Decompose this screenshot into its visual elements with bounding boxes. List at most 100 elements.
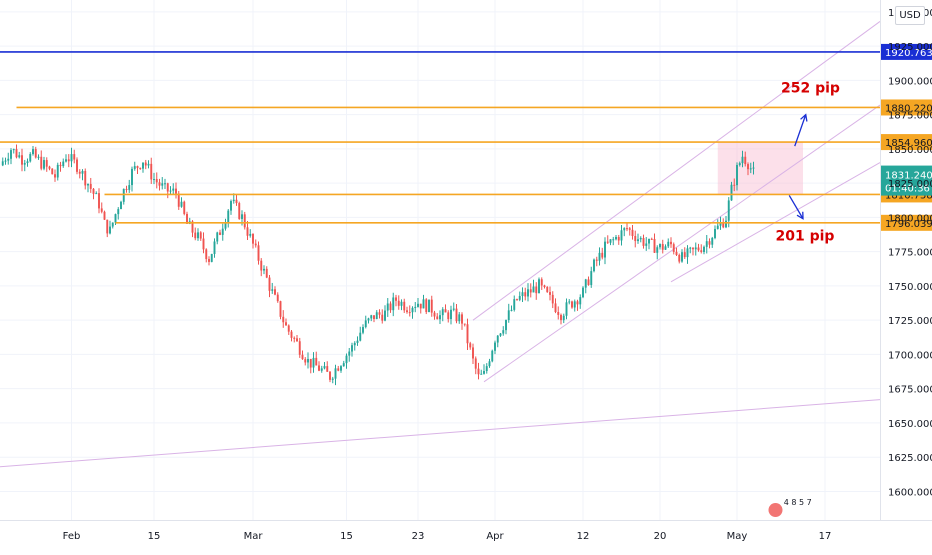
candle-body <box>164 183 166 185</box>
candle-body <box>474 358 477 369</box>
level-1796-label: 1796.039 <box>885 219 932 230</box>
candle-body <box>738 163 741 165</box>
candle-body <box>158 182 161 186</box>
candle-body <box>705 241 708 247</box>
y-tick-label: 1925.000 <box>888 42 932 53</box>
candle-body <box>370 315 373 319</box>
watermark-coin-icon <box>768 503 783 517</box>
x-tick-label: 20 <box>654 531 667 542</box>
candle-body <box>634 235 637 242</box>
candle-body <box>502 330 505 334</box>
target-down: 201 pip <box>776 229 835 245</box>
y-tick-label: 1700.000 <box>888 350 932 361</box>
candle-body <box>458 314 461 322</box>
candle-body <box>199 232 202 239</box>
candle-body <box>219 232 221 235</box>
candle-body <box>554 303 557 313</box>
candle-body <box>598 252 601 261</box>
candle-body <box>290 331 293 338</box>
level-1854-label: 1854.960 <box>885 138 932 149</box>
candle-body <box>494 342 496 351</box>
candle-body <box>524 292 527 297</box>
candle-body <box>95 193 98 195</box>
candle-body <box>342 363 345 367</box>
candle-body <box>466 324 469 344</box>
candle-body <box>483 371 485 374</box>
candle-body <box>147 163 150 166</box>
candle-body <box>100 208 103 212</box>
candle-body <box>584 279 587 288</box>
candle-body <box>114 214 117 223</box>
candle-body <box>700 250 703 252</box>
candle-body <box>557 312 560 315</box>
candle-body <box>549 292 551 295</box>
candle-body <box>34 149 37 158</box>
watermark-text: 4 8 5 7 <box>784 498 812 507</box>
candle-body <box>43 160 45 169</box>
candle-body <box>153 179 155 181</box>
candle-body <box>243 214 246 228</box>
candle-body <box>664 246 667 250</box>
candle-body <box>285 322 287 326</box>
candle-body <box>293 337 296 339</box>
candle-body <box>279 301 282 317</box>
arrow-up <box>794 113 808 147</box>
candle-body <box>348 351 351 356</box>
annotations: 252 pip 201 pip 4 8 5 7 <box>768 81 840 517</box>
candle-body <box>142 162 144 169</box>
grid <box>0 0 880 520</box>
candle-body <box>472 347 474 359</box>
candle-body <box>23 162 26 165</box>
plot-area[interactable] <box>0 0 880 520</box>
candle-body <box>312 357 315 368</box>
candle-body <box>230 201 232 211</box>
candle-body <box>590 271 593 285</box>
level-1880-label: 1880.220 <box>885 103 932 114</box>
candle-body <box>241 214 243 219</box>
countdown-label: 01:40:36 <box>885 184 930 195</box>
candle-body <box>381 314 384 321</box>
candle-body <box>576 301 579 305</box>
candle-body <box>76 159 78 172</box>
candle-body <box>389 303 392 311</box>
candle-body <box>411 307 414 313</box>
candle-body <box>111 222 114 227</box>
candle-body <box>92 188 95 194</box>
candle-body <box>562 315 565 321</box>
candle-body <box>422 299 425 309</box>
candle-body <box>716 225 719 229</box>
watermark-logo: 4 8 5 7 <box>768 498 812 517</box>
x-tick-label: Feb <box>63 531 81 542</box>
candle-body <box>191 221 194 233</box>
candle-body <box>433 312 436 317</box>
candle-body <box>221 228 224 235</box>
candle-body <box>535 286 538 294</box>
candle-body <box>125 188 128 190</box>
current-price-tag <box>881 165 932 196</box>
candle-body <box>320 368 323 371</box>
candle-body <box>18 155 21 158</box>
y-tick-label: 1850.000 <box>888 145 932 156</box>
y-tick-label: 1675.000 <box>888 385 932 396</box>
candle-body <box>469 343 472 348</box>
candle-body <box>345 355 348 364</box>
level-1920-tag <box>881 43 932 60</box>
candles <box>1 144 755 386</box>
candle-body <box>37 156 40 158</box>
candle-body <box>48 166 51 169</box>
candle-body <box>505 320 507 331</box>
candle-body <box>197 232 199 239</box>
currency-label[interactable]: USD <box>895 6 925 25</box>
candle-body <box>62 161 65 167</box>
candle-body <box>367 318 370 321</box>
candle-body <box>12 149 15 151</box>
candle-body <box>89 183 92 189</box>
candle-body <box>21 155 23 165</box>
candle-body <box>441 309 444 316</box>
candle-body <box>639 237 642 240</box>
candle-body <box>73 154 76 160</box>
x-tick-label: May <box>727 531 748 542</box>
candle-body <box>4 160 7 162</box>
